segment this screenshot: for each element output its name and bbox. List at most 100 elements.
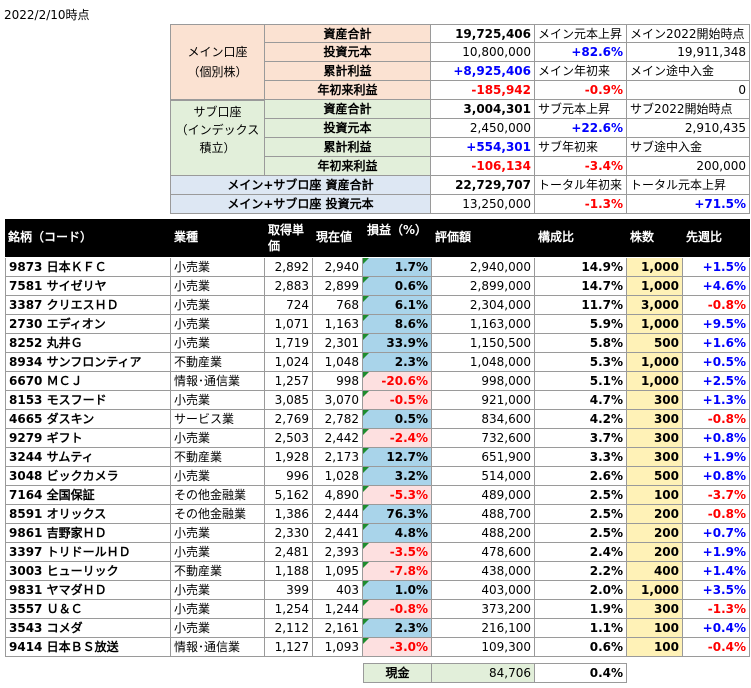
summary-label: 年初来利益 [265,81,431,100]
cell-cost: 1,254 [265,600,313,619]
cell-name: 8153 モスフード [5,391,171,410]
cell-price: 1,048 [313,353,363,372]
cell-week: +0.5% [683,353,750,372]
pl-cell-marker [363,334,369,340]
cell-pl: -0.5% [363,391,432,410]
cell-price: 1,244 [313,600,363,619]
cell-shares: 200 [627,505,683,524]
cell-value: 2,940,000 [432,258,535,277]
summary-value: 3,004,301 [431,100,535,119]
cell-shares: 3,000 [627,296,683,315]
cell-shares: 1,000 [627,353,683,372]
summary-note-value: -0.9% [535,81,627,100]
cell-ratio: 2.6% [535,467,627,486]
cell-week: +1.5% [683,258,750,277]
cash-ratio: 0.4% [535,663,627,683]
cell-sector: 小売業 [171,524,265,543]
header-cost: 取得単価 [265,219,313,257]
cell-ratio: 11.7% [535,296,627,315]
cell-cost: 5,162 [265,486,313,505]
cell-value: 921,000 [432,391,535,410]
cell-cost: 2,112 [265,619,313,638]
cell-ratio: 5.9% [535,315,627,334]
summary-label: メイン+サブロ座 投資元本 [170,195,431,214]
cell-cost: 724 [265,296,313,315]
summary-note2-label: トータル元本上昇 [627,176,750,195]
cell-value: 478,600 [432,543,535,562]
cell-cost: 1,928 [265,448,313,467]
summary-value: 13,250,000 [431,195,535,214]
cell-sector: 小売業 [171,296,265,315]
pl-cell-marker [363,486,369,492]
cell-shares: 300 [627,429,683,448]
cell-ratio: 2.5% [535,486,627,505]
cell-value: 1,163,000 [432,315,535,334]
cell-pl: 3.2% [363,467,432,486]
cell-week: -0.8% [683,505,750,524]
cell-pl: -5.3% [363,486,432,505]
cell-ratio: 3.7% [535,429,627,448]
cell-ratio: 5.8% [535,334,627,353]
header-shares: 株数 [627,219,683,257]
cell-name: 3543 コメダ [5,619,171,638]
summary-note-value: +82.6% [535,43,627,62]
pl-cell-marker [363,448,369,454]
cell-shares: 1,000 [627,315,683,334]
cell-price: 2,301 [313,334,363,353]
cell-ratio: 1.9% [535,600,627,619]
cell-week: +1.6% [683,334,750,353]
cell-pl: 4.8% [363,524,432,543]
cell-value: 403,000 [432,581,535,600]
summary-note-label: サブ元本上昇 [535,100,627,119]
cell-value: 109,300 [432,638,535,657]
cell-shares: 300 [627,410,683,429]
cell-cost: 2,769 [265,410,313,429]
pl-cell-marker [363,277,369,283]
summary-value: 22,729,707 [431,176,535,195]
cell-price: 768 [313,296,363,315]
cell-week: +0.8% [683,467,750,486]
cell-shares: 1,000 [627,372,683,391]
header-name: 銘柄（コード） [5,219,171,257]
cell-cost: 2,503 [265,429,313,448]
cell-sector: 小売業 [171,619,265,638]
cell-week: +1.4% [683,562,750,581]
cell-sector: その他金融業 [171,505,265,524]
cell-shares: 500 [627,467,683,486]
cell-cost: 996 [265,467,313,486]
cell-pl: 0.5% [363,410,432,429]
summary-value: 10,800,000 [431,43,535,62]
cell-sector: 小売業 [171,600,265,619]
sub-account-label: サブ口座 （インデックス 積立） [170,100,265,176]
pl-cell-marker [363,562,369,568]
cell-value: 2,899,000 [432,277,535,296]
summary-value: +554,301 [431,138,535,157]
cell-pl: -0.8% [363,600,432,619]
cell-pl: 33.9% [363,334,432,353]
cell-shares: 200 [627,543,683,562]
cell-name: 3048 ビックカメラ [5,467,171,486]
cell-cost: 1,071 [265,315,313,334]
summary-note2-label: メイン途中入金 [627,62,750,81]
cell-shares: 100 [627,638,683,657]
cell-week: -0.8% [683,410,750,429]
cell-cost: 1,188 [265,562,313,581]
cell-week: -3.7% [683,486,750,505]
cell-sector: 不動産業 [171,562,265,581]
cell-ratio: 14.7% [535,277,627,296]
cell-value: 1,150,500 [432,334,535,353]
cell-price: 2,173 [313,448,363,467]
header-ratio: 構成比 [535,219,627,257]
cell-pl: 8.6% [363,315,432,334]
cell-cost: 1,719 [265,334,313,353]
cell-sector: 小売業 [171,429,265,448]
cell-cost: 1,024 [265,353,313,372]
cell-cost: 1,127 [265,638,313,657]
cell-name: 9414 日本ＢＳ放送 [5,638,171,657]
cell-name: 8591 オリックス [5,505,171,524]
cell-name: 2730 エディオン [5,315,171,334]
cell-sector: 小売業 [171,391,265,410]
cell-pl: -20.6% [363,372,432,391]
cell-ratio: 0.6% [535,638,627,657]
pl-cell-marker [363,619,369,625]
